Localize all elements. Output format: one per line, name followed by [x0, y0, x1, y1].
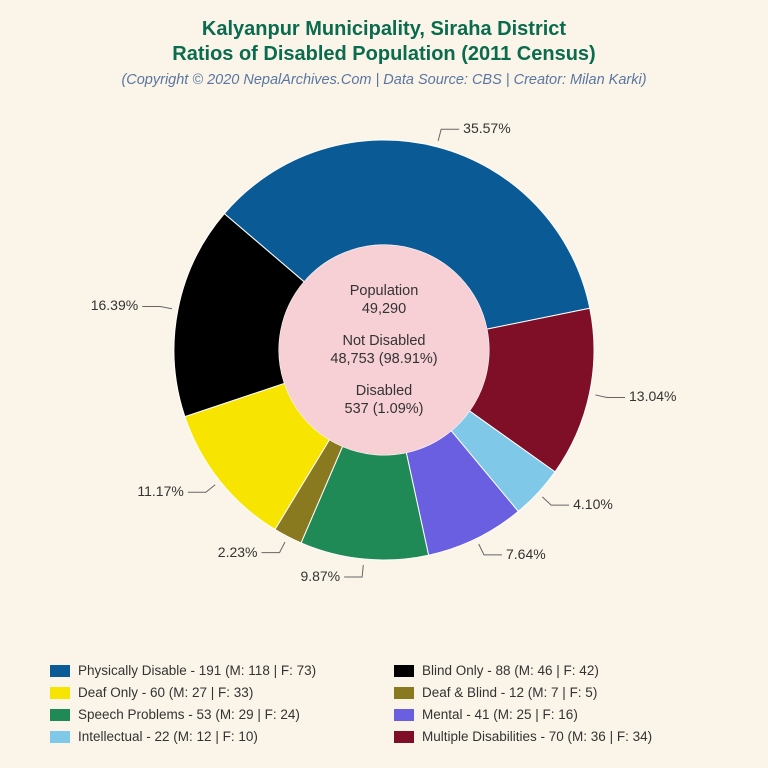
legend-label: Physically Disable - 191 (M: 118 | F: 73… — [78, 663, 316, 678]
slice-label-speech: 9.87% — [300, 568, 340, 584]
center-population-value: 49,290 — [350, 300, 419, 318]
legend-label: Blind Only - 88 (M: 46 | F: 42) — [422, 663, 599, 678]
legend-swatch — [50, 687, 70, 699]
slice-label-intellectual: 4.10% — [573, 496, 613, 512]
legend-label: Deaf Only - 60 (M: 27 | F: 33) — [78, 685, 253, 700]
legend-item-mental: Mental - 41 (M: 25 | F: 16) — [394, 707, 718, 722]
chart-legend: Physically Disable - 191 (M: 118 | F: 73… — [50, 663, 718, 744]
legend-item-speech: Speech Problems - 53 (M: 29 | F: 24) — [50, 707, 374, 722]
legend-label: Multiple Disabilities - 70 (M: 36 | F: 3… — [422, 729, 652, 744]
page-subtitle: (Copyright © 2020 NepalArchives.Com | Da… — [0, 72, 768, 88]
slice-label-physically: 35.57% — [463, 120, 510, 136]
legend-swatch — [394, 709, 414, 721]
center-not-disabled-label: Not Disabled — [330, 332, 437, 350]
legend-label: Mental - 41 (M: 25 | F: 16) — [422, 707, 578, 722]
legend-label: Speech Problems - 53 (M: 29 | F: 24) — [78, 707, 300, 722]
page-title-line1: Kalyanpur Municipality, Siraha District — [0, 18, 768, 41]
legend-item-multiple: Multiple Disabilities - 70 (M: 36 | F: 3… — [394, 729, 718, 744]
legend-label: Intellectual - 22 (M: 12 | F: 10) — [78, 729, 258, 744]
legend-swatch — [50, 665, 70, 677]
center-disabled-value: 537 (1.09%) — [345, 400, 424, 418]
legend-item-physically: Physically Disable - 191 (M: 118 | F: 73… — [50, 663, 374, 678]
page-title-line2: Ratios of Disabled Population (2011 Cens… — [0, 43, 768, 66]
slice-label-deaf: 11.17% — [137, 483, 183, 499]
center-not-disabled-value: 48,753 (98.91%) — [330, 350, 437, 368]
slice-label-deafblind: 2.23% — [218, 544, 258, 560]
center-disabled-label: Disabled — [345, 382, 424, 400]
legend-item-intellectual: Intellectual - 22 (M: 12 | F: 10) — [50, 729, 374, 744]
legend-swatch — [394, 687, 414, 699]
legend-swatch — [50, 731, 70, 743]
legend-swatch — [394, 731, 414, 743]
center-population-label: Population — [350, 282, 419, 300]
legend-item-blind: Blind Only - 88 (M: 46 | F: 42) — [394, 663, 718, 678]
slice-label-multiple: 13.04% — [629, 388, 676, 404]
slice-label-blind: 16.39% — [91, 297, 138, 313]
legend-item-deafblind: Deaf & Blind - 12 (M: 7 | F: 5) — [394, 685, 718, 700]
donut-center: Population 49,290 Not Disabled 48,753 (9… — [279, 245, 489, 455]
legend-item-deaf: Deaf Only - 60 (M: 27 | F: 33) — [50, 685, 374, 700]
legend-label: Deaf & Blind - 12 (M: 7 | F: 5) — [422, 685, 597, 700]
donut-chart: Population 49,290 Not Disabled 48,753 (9… — [134, 100, 634, 600]
legend-swatch — [50, 709, 70, 721]
slice-label-mental: 7.64% — [506, 546, 546, 562]
legend-swatch — [394, 665, 414, 677]
